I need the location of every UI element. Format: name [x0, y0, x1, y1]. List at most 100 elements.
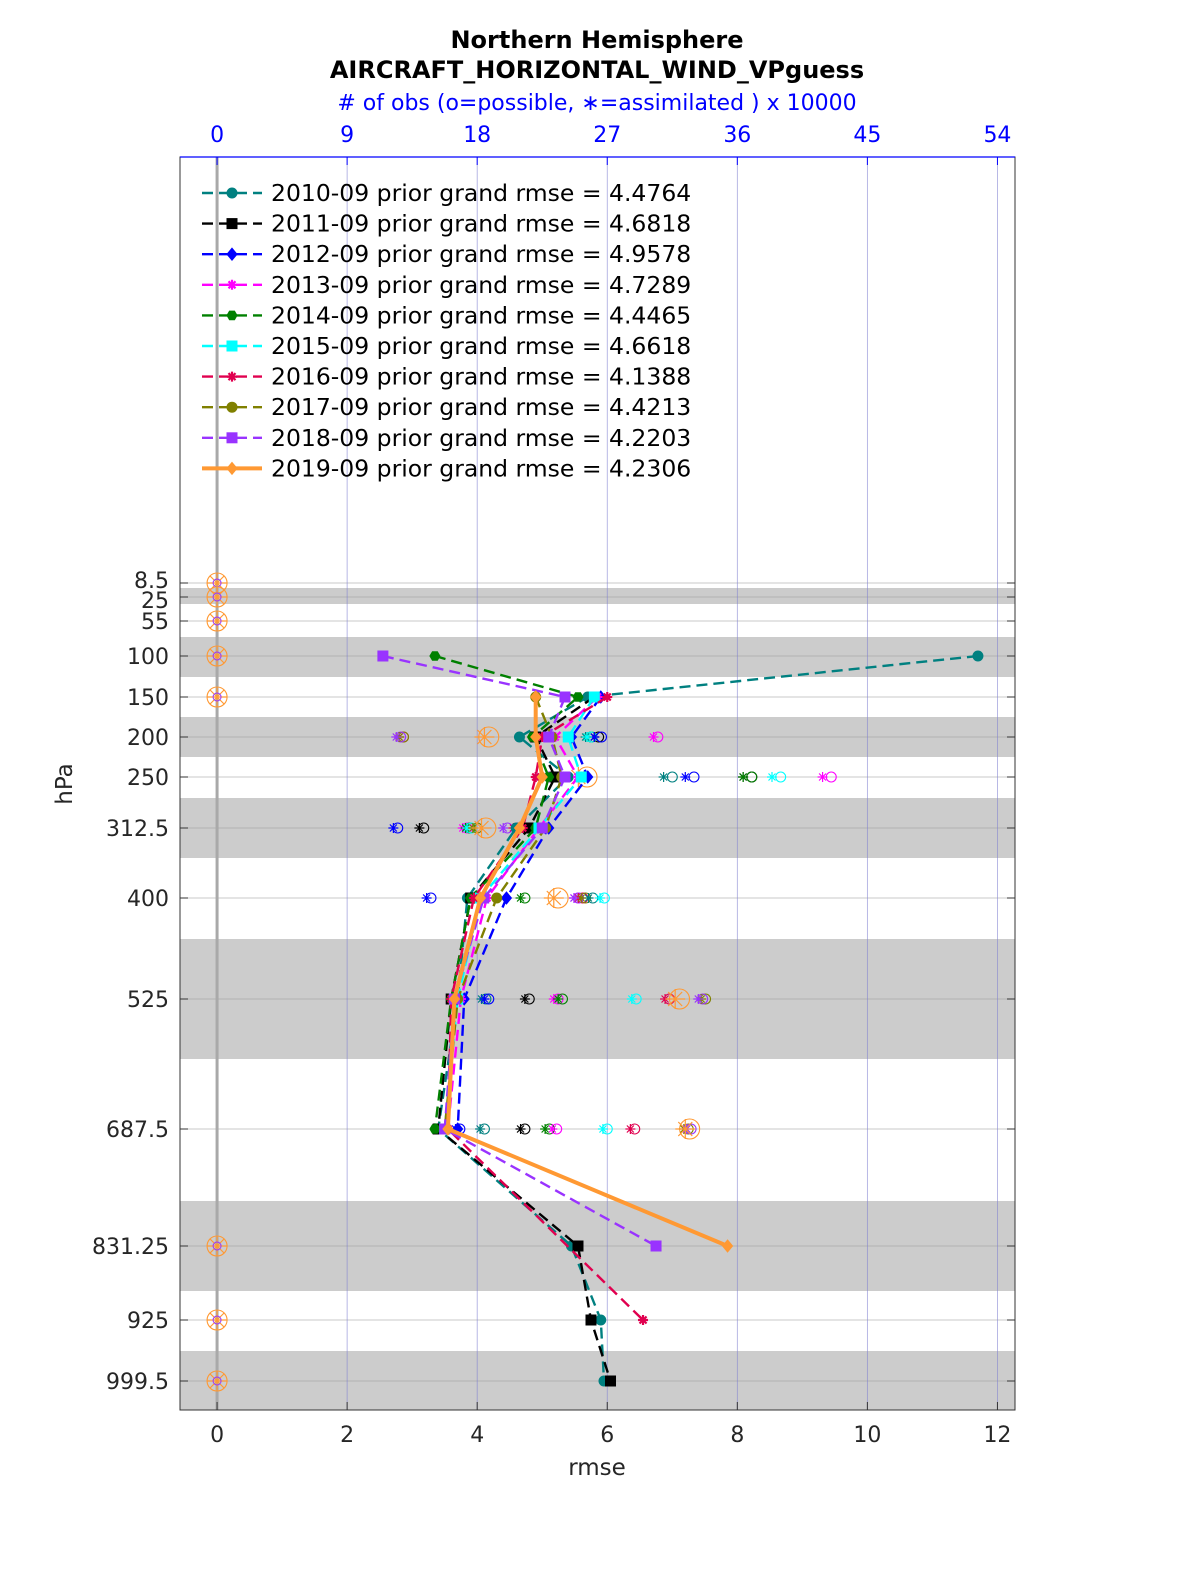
top-tick-label-45: 45	[853, 123, 881, 148]
obs-assimilated-2019-09-400	[543, 888, 564, 908]
obs-assimilated-zero-8.5	[207, 573, 228, 593]
series-point-2016-09-150	[602, 692, 613, 702]
obs-possible-zero-small-100	[212, 651, 222, 661]
series-point-2011-09-831.25	[572, 1240, 584, 1252]
legend-label-2014-09: 2014-09 prior grand rmse = 4.4465	[271, 301, 691, 329]
series-point-2010-09-200	[513, 731, 525, 743]
legend-item-2012-09: 2012-09 prior grand rmse = 4.9578	[202, 240, 691, 268]
obs-assimilated-2018-09-312.5	[498, 823, 509, 833]
series-point-2015-09-150	[588, 691, 600, 703]
obs-assimilated-2010-09-250	[658, 772, 669, 782]
legend-marker-2018-09	[226, 432, 238, 444]
legend-label-2018-09: 2018-09 prior grand rmse = 4.2203	[271, 424, 691, 452]
obs-assimilated-2017-09-400	[576, 893, 587, 903]
chart-subtitle: AIRCRAFT_HORIZONTAL_WIND_VPguess	[330, 56, 864, 84]
obs-assimilated-2015-09-687.5	[597, 1124, 608, 1134]
series-point-2017-09-400	[491, 892, 503, 904]
top-tick-label-9: 9	[340, 123, 354, 148]
obs-assimilated-2015-09-200	[582, 732, 593, 742]
x-axis-label: rmse	[568, 1455, 626, 1481]
grid-lines	[180, 157, 1015, 1410]
y-tick-label-400: 400	[127, 887, 169, 912]
obs-assimilated-2012-09-250	[680, 772, 691, 782]
x-tick-label-4: 4	[470, 1423, 484, 1448]
obs-assimilated-2015-09-312.5	[462, 823, 473, 833]
series-point-2018-09-150	[559, 691, 571, 703]
legend-item-2019-09: 2019-09 prior grand rmse = 4.2306	[202, 454, 691, 482]
y-tick-label-525: 525	[127, 988, 169, 1013]
obs-assimilated-2014-09-250	[738, 772, 749, 782]
legend-item-2010-09: 2010-09 prior grand rmse = 4.4764	[202, 179, 691, 207]
y-tick-label-8.5: 8.5	[134, 569, 169, 594]
series-point-2019-09-400	[474, 891, 487, 905]
obs-assimilated-zero-925	[207, 1310, 228, 1330]
level-band-1	[180, 637, 1015, 677]
legend-label-2019-09: 2019-09 prior grand rmse = 4.2306	[271, 454, 691, 482]
legend-marker-2015-09	[226, 340, 238, 352]
obs-count-markers	[206, 572, 837, 1392]
y-tick-label-150: 150	[127, 686, 169, 711]
legend-item-2011-09: 2011-09 prior grand rmse = 4.6818	[202, 210, 691, 238]
obs-assimilated-2019-09-525	[665, 989, 686, 1009]
series-point-2016-09-400	[468, 893, 479, 903]
obs-assimilated-2010-09-400	[583, 893, 594, 903]
series-point-2010-09-925	[595, 1314, 607, 1326]
top-tick-label-18: 18	[463, 123, 491, 148]
series-point-2018-09-100	[377, 650, 389, 662]
obs-possible-zero-small-831.25	[212, 1241, 222, 1251]
x-tick-label-0: 0	[210, 1423, 224, 1448]
obs-assimilated-2016-09-525	[660, 994, 671, 1004]
obs-assimilated-zero-831.25	[207, 1236, 228, 1256]
obs-assimilated-2019-09-200	[474, 727, 495, 747]
y-axis-label: hPa	[52, 763, 78, 805]
obs-assimilated-2014-09-687.5	[540, 1124, 551, 1134]
y-tick-label-55: 55	[141, 610, 169, 635]
obs-assimilated-2019-09-687.5	[675, 1119, 696, 1139]
top-tick-label-36: 36	[723, 123, 751, 148]
top-axis-label: # of obs (o=possible, ∗=assimilated ) x …	[337, 91, 856, 116]
y-tick-label-100: 100	[127, 645, 169, 670]
y-tick-label-250: 250	[127, 766, 169, 791]
series-point-2018-09-200	[543, 731, 555, 743]
top-tick-label-54: 54	[983, 123, 1011, 148]
rmse-series	[377, 650, 984, 1387]
obs-assimilated-2019-09-312.5	[471, 818, 492, 838]
series-point-2018-09-312.5	[536, 822, 548, 834]
legend: 2010-09 prior grand rmse = 4.4764 2011-09…	[202, 179, 691, 482]
obs-assimilated-zero-25	[207, 587, 228, 607]
legend-marker-2017-09	[226, 401, 238, 413]
obs-assimilated-2011-09-687.5	[515, 1124, 526, 1134]
obs-assimilated-2011-09-312.5	[414, 823, 425, 833]
legend-marker-2012-09	[226, 247, 238, 261]
series-point-2012-09-400	[500, 891, 513, 905]
level-band-0	[180, 588, 1015, 604]
obs-assimilated-2015-09-400	[595, 893, 606, 903]
obs-assimilated-2012-09-525	[479, 994, 490, 1004]
x-tick-label-10: 10	[853, 1423, 881, 1448]
obs-possible-zero-small-150	[212, 692, 222, 702]
top-axis-ticks: 0 9 18 27 36 45 54	[210, 123, 1011, 165]
obs-assimilated-2015-09-525	[626, 994, 637, 1004]
obs-assimilated-zero-100	[207, 646, 228, 666]
legend-item-2017-09: 2017-09 prior grand rmse = 4.4213	[202, 393, 691, 421]
series-point-2019-09-831.25	[721, 1239, 734, 1253]
obs-assimilated-2018-09-525	[693, 994, 704, 1004]
series-point-2016-09-925	[638, 1315, 649, 1325]
legend-label-2012-09: 2012-09 prior grand rmse = 4.9578	[271, 240, 691, 268]
obs-assimilated-zero-55	[207, 611, 228, 631]
obs-possible-zero-small-55	[212, 616, 222, 626]
series-point-2011-09-925	[585, 1314, 597, 1326]
x-tick-label-2: 2	[340, 1423, 354, 1448]
obs-assimilated-2010-09-687.5	[475, 1124, 486, 1134]
y-tick-label-200: 200	[127, 726, 169, 751]
series-point-2019-09-150	[530, 690, 542, 704]
obs-possible-zero-small-999.5	[212, 1376, 222, 1386]
obs-assimilated-2013-09-200	[648, 732, 659, 742]
legend-label-2017-09: 2017-09 prior grand rmse = 4.4213	[271, 393, 691, 421]
series-point-2019-09-687.5	[442, 1122, 454, 1136]
series-point-2011-09-999.5	[605, 1375, 617, 1387]
legend-marker-2019-09	[226, 461, 238, 476]
obs-assimilated-2016-09-687.5	[625, 1124, 636, 1134]
